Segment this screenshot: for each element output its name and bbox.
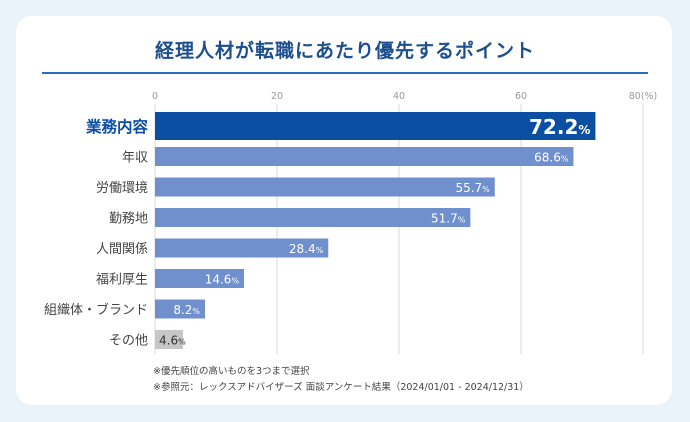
category-label: 組織体・ブランド: [44, 302, 148, 318]
value-label: 14.6%: [205, 273, 240, 287]
category-label: 労働環境: [96, 181, 148, 196]
bar-8: [155, 330, 184, 349]
category-label: 業務内容: [85, 117, 149, 136]
bar-1: [155, 112, 596, 140]
value-label: 28.4%: [289, 242, 324, 256]
category-label: 人間関係: [96, 242, 148, 257]
bar-6: [155, 269, 245, 288]
value-label: 55.7%: [455, 181, 490, 195]
x-tick-label: 80(%): [629, 91, 658, 102]
bar-3: [155, 177, 495, 197]
category-label: 福利厚生: [96, 273, 148, 288]
value-label: 68.6%: [534, 151, 569, 165]
chart-title: 経理人材が転職にあたり優先するポイント: [154, 40, 535, 62]
note-source: ※参照元：レックスアドバイザーズ 面談アンケート結果（2024/01/01 - …: [153, 382, 529, 393]
value-label: 72.2%: [529, 115, 590, 139]
value-label: 51.7%: [431, 212, 466, 226]
bar-7: [155, 299, 206, 319]
value-label: 8.2%: [173, 303, 200, 317]
bar-5: [155, 238, 329, 258]
x-tick-label: 60: [515, 91, 527, 102]
category-label: 勤務地: [109, 212, 148, 227]
category-label: 年収: [122, 151, 148, 166]
bar-4: [155, 208, 471, 227]
x-tick-label: 0: [152, 91, 158, 102]
category-label: その他: [109, 334, 148, 349]
bar-2: [155, 147, 574, 166]
note-selection: ※優先順位の高いものを3つまで選択: [153, 366, 310, 377]
x-tick-label: 40: [393, 91, 405, 102]
value-label: 4.6%: [159, 334, 186, 348]
title-underline: [42, 72, 648, 74]
x-tick-label: 20: [271, 91, 283, 102]
